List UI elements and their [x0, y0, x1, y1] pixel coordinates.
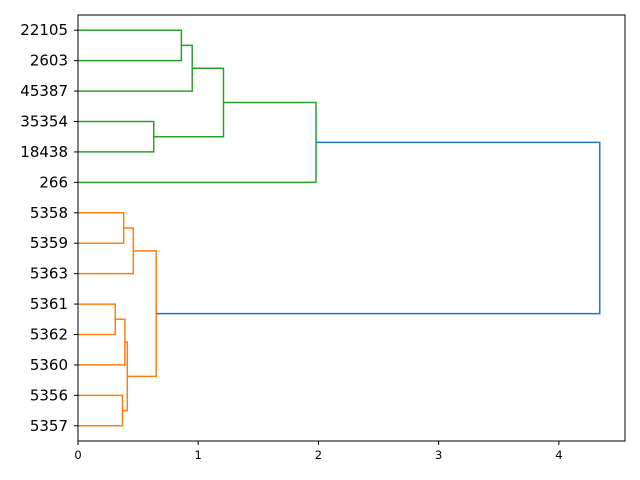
dendrogram-link: [78, 29, 183, 62]
dendrogram-link: [78, 101, 317, 184]
leaf-label: 5358: [30, 204, 68, 222]
x-axis: 0 1 2 3 4: [74, 441, 563, 462]
leaf-label: 5361: [30, 295, 68, 313]
dendrogram-link: [153, 67, 225, 138]
leaf-label: 5359: [30, 234, 68, 252]
leaf-label: 2603: [30, 52, 68, 70]
dendrogram-link: [78, 394, 124, 427]
plot-frame: [77, 14, 626, 442]
leaf-label: 5356: [30, 386, 68, 404]
dendrogram-link: [78, 212, 125, 244]
dendrogram-link: [127, 250, 157, 378]
leaf-label: 35354: [20, 113, 68, 131]
x-tick-label: 1: [195, 448, 202, 462]
leaf-label: 5357: [30, 417, 68, 435]
x-tick-label: 0: [74, 448, 81, 462]
leaf-label: 18438: [20, 143, 68, 161]
dendrogram-link: [78, 227, 135, 275]
leaf-label: 266: [39, 173, 68, 191]
leaf-label: 22105: [20, 21, 68, 39]
leaf-labels: 22105 2603 45387 35354 18438 266 5358 5359 5363 5…: [20, 21, 78, 435]
leaf-label: 5363: [30, 265, 68, 283]
x-tick-label: 3: [435, 448, 442, 462]
leaf-label: 5360: [30, 356, 68, 374]
leaf-label: 45387: [20, 82, 68, 100]
dendrogram-link: [78, 318, 126, 366]
leaf-label: 5362: [30, 326, 68, 344]
dendrogram-link: [78, 44, 193, 92]
x-tick-label: 2: [315, 448, 322, 462]
dendrogram-link: [122, 341, 129, 412]
dendrogram-links: [78, 29, 601, 427]
dendrogram-link: [78, 120, 155, 153]
dendrogram-link: [78, 303, 117, 336]
dendrogram-link: [156, 141, 601, 315]
x-tick-label: 4: [555, 448, 562, 462]
